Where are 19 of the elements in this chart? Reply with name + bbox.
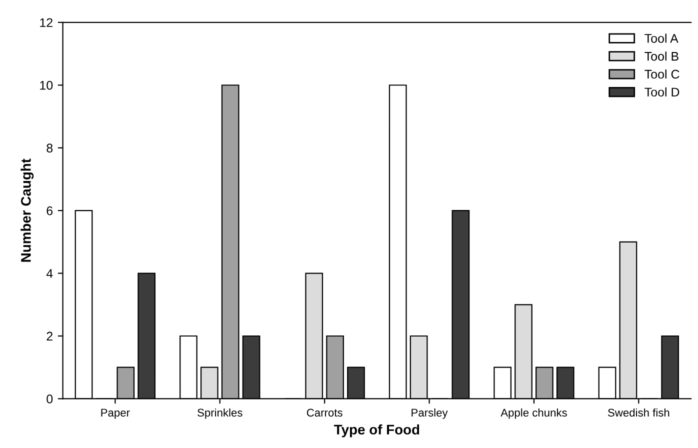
x-tick-label: Apple chunks bbox=[500, 408, 567, 419]
x-tick-label: Parsley bbox=[412, 408, 448, 419]
y-tick-label: 2 bbox=[46, 332, 52, 341]
y-axis-title: Number Caught bbox=[20, 158, 34, 262]
y-tick-label: 8 bbox=[46, 144, 53, 152]
legend-label: Tool C bbox=[644, 69, 680, 79]
x-tick-label: Paper bbox=[101, 408, 130, 419]
y-tick-label: 6 bbox=[46, 206, 53, 216]
x-tick-label: Sprinkles bbox=[198, 408, 242, 419]
y-tick-label: 10 bbox=[40, 80, 53, 90]
legend-label: Tool D bbox=[644, 87, 680, 97]
legend-label: Tool B bbox=[644, 52, 678, 61]
legend-label: Tool A bbox=[644, 34, 678, 43]
x-tick-label: Carrots bbox=[306, 408, 342, 417]
y-tick-label: 4 bbox=[46, 269, 53, 278]
x-axis-title: Type of Food bbox=[334, 424, 420, 438]
y-tick-label: 12 bbox=[40, 18, 52, 27]
x-tick-label: Swedish fish bbox=[608, 408, 670, 417]
y-tick-label: 0 bbox=[46, 394, 53, 404]
